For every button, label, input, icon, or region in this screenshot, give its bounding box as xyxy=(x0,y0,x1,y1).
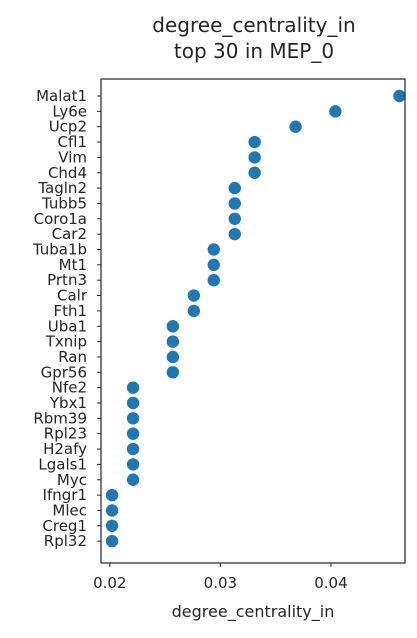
y-tick-labels: Malat1Ly6eUcp2Cfl1VimChd4Tagln2Tubb5Coro… xyxy=(32,87,101,550)
y-tick-label: Chd4 xyxy=(48,164,87,182)
data-point-ran xyxy=(166,350,180,364)
y-tick-label: Prtn3 xyxy=(47,271,87,289)
y-tick-label: Vim xyxy=(58,148,87,166)
data-point-creg1 xyxy=(105,519,119,532)
y-tick-label: Fth1 xyxy=(53,302,87,320)
chart-title-line-1: degree_centrality_in xyxy=(152,13,355,37)
data-point-coro1a xyxy=(228,212,241,225)
data-point-nfe2 xyxy=(126,381,140,394)
y-tick-label: Calr xyxy=(57,287,88,305)
data-point-gpr56 xyxy=(166,366,180,379)
y-tick-label: Creg1 xyxy=(42,517,87,535)
data-point-myc xyxy=(126,473,140,486)
data-point-h2afy xyxy=(126,442,140,456)
chart-title-line-2: top 30 in MEP_0 xyxy=(174,39,334,63)
y-tick-label: Tuba1b xyxy=(32,241,87,259)
y-tick-label: Ran xyxy=(58,348,87,366)
y-tick-label: Rpl32 xyxy=(44,532,87,550)
data-point-ly6e xyxy=(329,105,342,118)
data-point-chd4 xyxy=(248,166,261,179)
y-tick-label: Ucp2 xyxy=(49,118,87,136)
y-tick-label: Mlec xyxy=(52,501,87,519)
y-tick-label: Gpr56 xyxy=(41,363,87,381)
data-points xyxy=(105,89,406,548)
data-point-txnip xyxy=(166,335,180,348)
data-point-rbm39 xyxy=(126,412,140,425)
y-tick-label: Ybx1 xyxy=(49,394,87,412)
y-tick-label: Tagln2 xyxy=(37,179,87,197)
data-point-lgals1 xyxy=(126,458,140,471)
y-tick-label: Rpl23 xyxy=(44,425,87,443)
x-ticks: 0.02 0.03 0.04 xyxy=(93,563,348,592)
data-point-uba1 xyxy=(166,320,180,333)
data-point-prtn3 xyxy=(207,274,220,287)
x-tick-label: 0.03 xyxy=(204,574,237,592)
data-point-car2 xyxy=(228,227,241,241)
y-tick-label: Cfl1 xyxy=(58,133,87,151)
data-point-mlec xyxy=(105,504,119,517)
data-point-fth1 xyxy=(187,304,201,318)
y-tick-label: Lgals1 xyxy=(38,455,87,473)
y-tick-label: Malat1 xyxy=(36,87,87,105)
y-tick-label: Txnip xyxy=(45,333,87,351)
y-tick-label: Car2 xyxy=(52,225,87,243)
data-point-tagln2 xyxy=(228,181,241,195)
data-point-cfl1 xyxy=(248,135,261,149)
data-point-ifngr1 xyxy=(105,488,119,502)
y-tick-label: Uba1 xyxy=(48,317,87,335)
y-tick-label: Myc xyxy=(57,471,87,489)
x-tick-label: 0.04 xyxy=(314,574,347,592)
y-tick-label: Coro1a xyxy=(34,210,87,228)
y-tick-label: Ifngr1 xyxy=(43,486,87,504)
y-tick-label: Mt1 xyxy=(59,256,87,274)
data-point-mt1 xyxy=(207,258,220,272)
y-tick-label: H2afy xyxy=(43,440,87,458)
y-tick-label: Tubb5 xyxy=(41,194,87,212)
x-axis-label: degree_centrality_in xyxy=(172,602,335,622)
y-tick-label: Nfe2 xyxy=(52,379,87,397)
data-point-ybx1 xyxy=(126,396,140,410)
x-tick-label: 0.02 xyxy=(93,574,126,592)
y-tick-label: Rbm39 xyxy=(33,409,87,427)
data-point-rpl23 xyxy=(126,427,140,440)
plot-frame xyxy=(100,78,406,564)
y-tick-label: Ly6e xyxy=(52,102,87,120)
data-point-vim xyxy=(248,151,261,164)
data-point-tubb5 xyxy=(228,197,241,210)
data-point-calr xyxy=(187,289,201,302)
data-point-tuba1b xyxy=(207,243,220,256)
data-point-malat1 xyxy=(393,89,406,103)
data-point-rpl32 xyxy=(105,534,119,548)
data-point-ucp2 xyxy=(289,120,302,133)
